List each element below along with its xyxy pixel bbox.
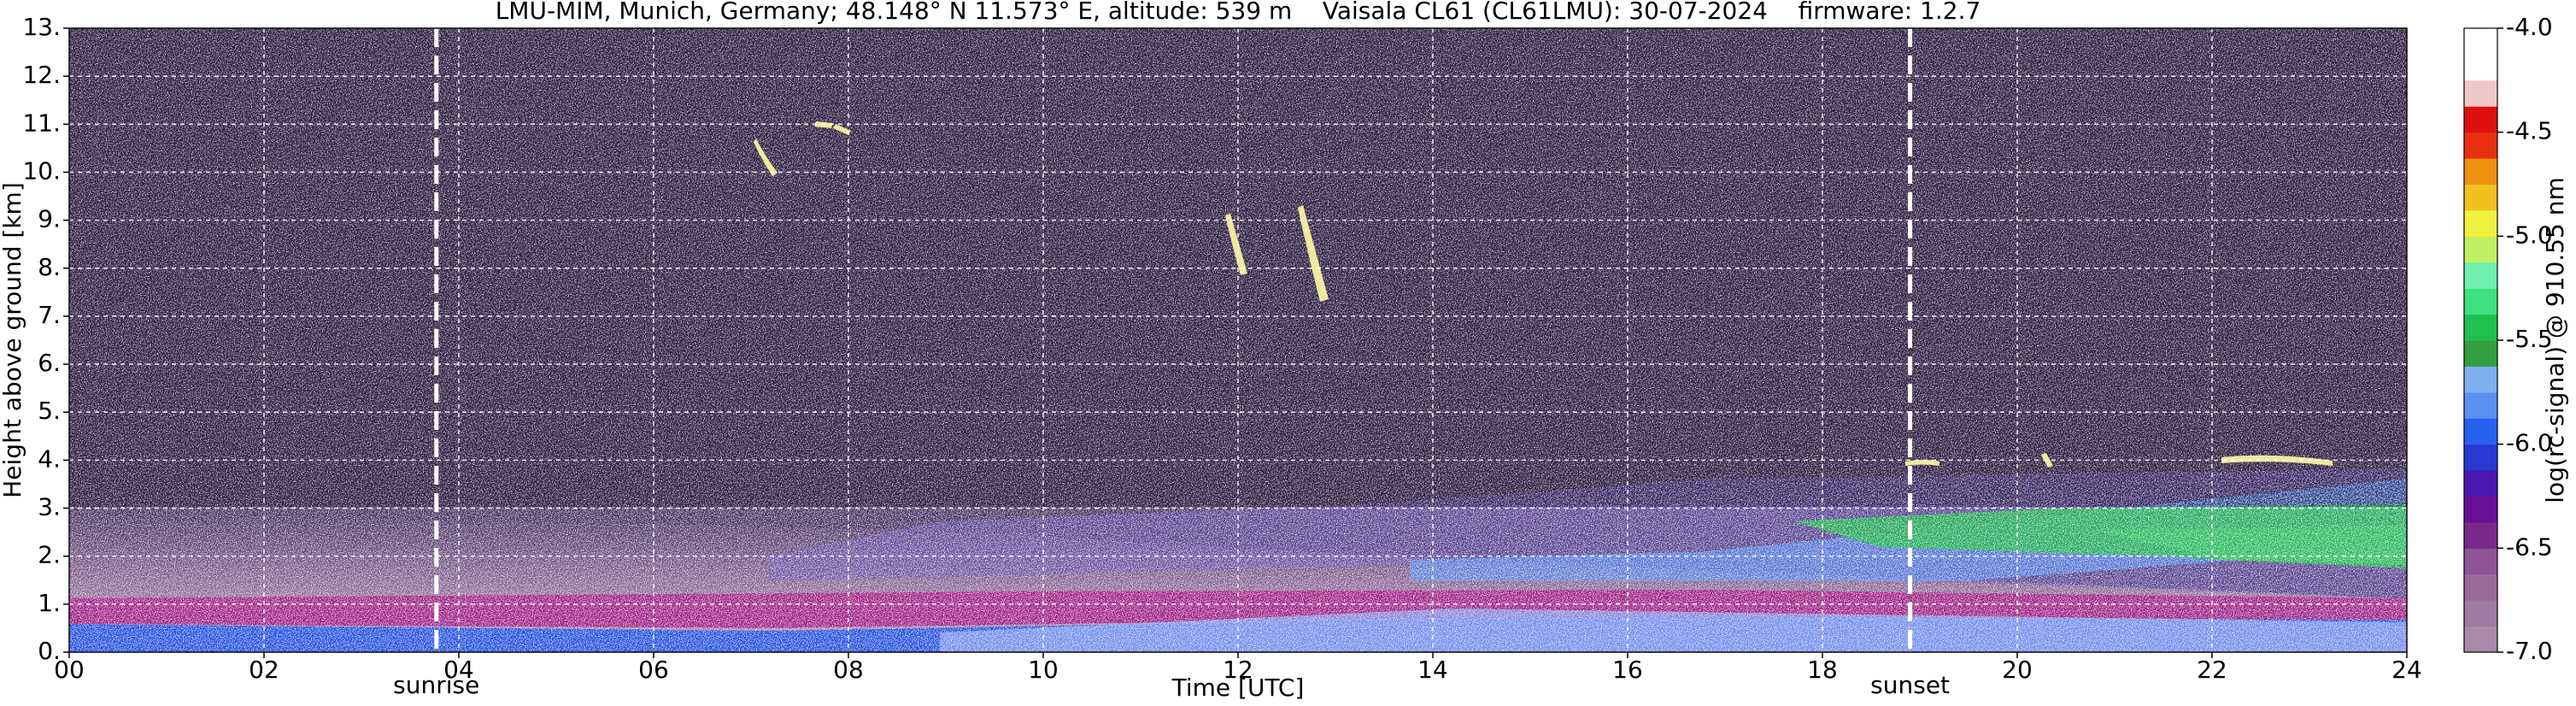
colorbar-segment [2464, 340, 2497, 367]
x-tick-label: 16 [1612, 656, 1643, 684]
colorbar-label: log(rc-signal) @ 910.55 nm [2541, 177, 2569, 503]
annotation-label: sunset [1870, 671, 1950, 699]
x-tick-label: 04 [443, 656, 474, 684]
y-tick-label: 11. [22, 109, 61, 137]
colorbar-segment [2464, 184, 2497, 211]
colorbar-segment [2464, 444, 2497, 471]
colorbar-segment [2464, 626, 2497, 653]
y-tick-label: 5. [38, 397, 61, 425]
colorbar-tick-label: -6.5 [2506, 532, 2553, 561]
x-axis-label: Time [UTC] [1171, 674, 1305, 702]
chart-title: LMU-MIM, Munich, Germany; 48.148° N 11.5… [496, 0, 1981, 25]
x-tick-label: 22 [2197, 656, 2227, 684]
x-tick-label: 00 [54, 656, 85, 684]
y-tick-label: 6. [38, 349, 61, 377]
colorbar-segment [2464, 470, 2497, 497]
colorbar-tick-label: -7.0 [2506, 637, 2553, 665]
colorbar-segment [2464, 132, 2497, 159]
annotation-label: sunrise [393, 671, 479, 699]
x-tick-label: 12 [1223, 656, 1253, 684]
y-axis-label: Height above ground [km] [0, 182, 26, 498]
x-tick-label: 18 [1807, 656, 1838, 684]
y-tick-label: 2. [38, 541, 61, 569]
colorbar-segment [2464, 288, 2497, 315]
x-tick-label: 02 [249, 656, 279, 684]
colorbar-segment [2464, 54, 2497, 81]
y-tick-label: 8. [38, 253, 61, 281]
colorbar-tick-label: -6.0 [2506, 429, 2553, 457]
y-tick-label: 12. [22, 61, 61, 89]
colorbar-tick-label: -5.5 [2506, 325, 2553, 353]
colorbar-segment [2464, 262, 2497, 289]
x-tick-label: 20 [2002, 656, 2033, 684]
colorbar-segment [2464, 548, 2497, 575]
y-tick-label: 13. [22, 13, 61, 41]
colorbar-segment [2464, 28, 2497, 55]
y-tick-label: 1. [38, 589, 61, 617]
x-tick-label: 24 [2391, 656, 2422, 684]
colorbar-tick-label: -4.5 [2506, 117, 2553, 145]
colorbar-segment [2464, 236, 2497, 263]
y-tick-label: 4. [38, 444, 61, 473]
y-tick-label: 7. [38, 301, 61, 329]
y-tick-label: 3. [38, 493, 61, 521]
colorbar-segment [2464, 106, 2497, 133]
colorbar-segment [2464, 366, 2497, 393]
colorbar-segment [2464, 574, 2497, 601]
y-tick-label: 0. [38, 637, 61, 665]
colorbar-tick-label: -4.0 [2506, 13, 2553, 41]
colorbar-segment [2464, 391, 2497, 419]
x-tick-label: 08 [833, 656, 864, 684]
x-tick-label: 14 [1417, 656, 1448, 684]
colorbar-segment [2464, 158, 2497, 185]
x-tick-label: 06 [638, 656, 669, 684]
colorbar-segment [2464, 79, 2497, 107]
colorbar-segment [2464, 600, 2497, 627]
y-tick-label: 9. [38, 205, 61, 233]
colorbar-segment [2464, 209, 2497, 237]
colorbar-segment [2464, 418, 2497, 445]
y-tick-label: 10. [22, 156, 61, 185]
colorbar-tick-label: -5.0 [2506, 221, 2553, 249]
colorbar-segment [2464, 521, 2497, 549]
x-tick-label: 10 [1028, 656, 1059, 684]
plot-frame [68, 27, 2408, 653]
colorbar-segment [2464, 314, 2497, 341]
colorbar-segment [2464, 496, 2497, 523]
